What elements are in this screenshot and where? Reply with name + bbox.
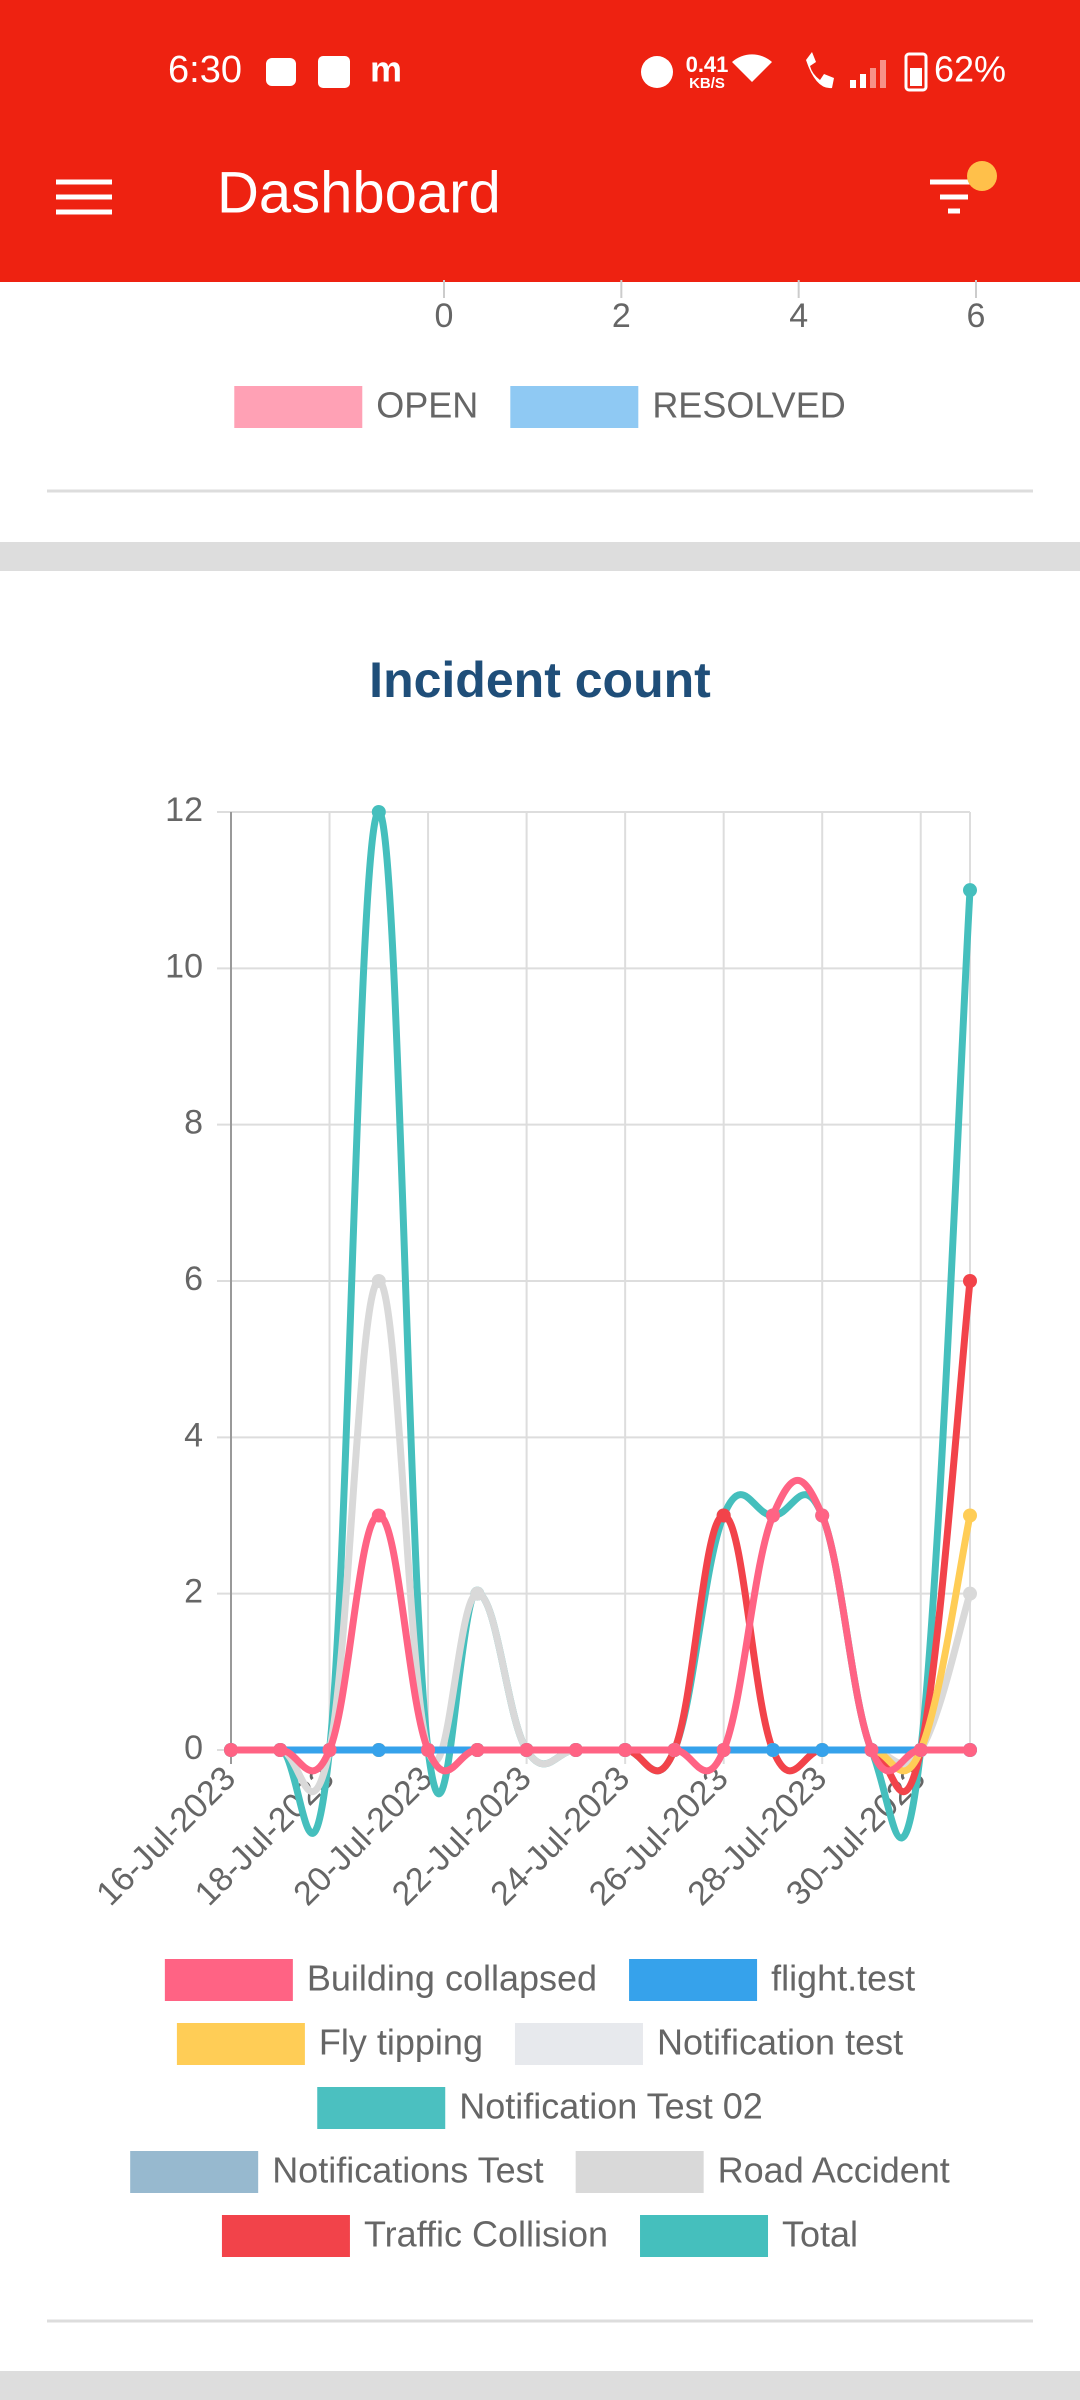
data-point [371,1743,386,1757]
legend-label: Notifications Test [272,2150,543,2191]
section-gap [0,542,1080,571]
y-tick-label: 4 [184,1416,203,1454]
series-line [231,1477,970,1775]
net-speed: 0.41 [686,52,729,77]
data-point [224,1743,238,1757]
legend-item: Fly tipping [176,2022,483,2065]
data-point [470,1743,485,1757]
legend-swatch [514,2023,643,2065]
data-point [963,883,977,898]
data-point [568,1743,583,1757]
legend-swatch [629,1959,758,2001]
chart-title: Incident count [369,652,711,708]
legend-label: OPEN [376,385,478,426]
data-point [716,1743,731,1757]
menu-button[interactable] [56,179,112,215]
legend-label: Building collapsed [307,1958,597,1999]
data-point [618,1743,633,1757]
y-tick-label: 0 [184,1729,203,1767]
data-point [519,1743,534,1757]
legend-label: Notification Test 02 [459,2086,763,2127]
x-tick-label: 2 [612,297,631,335]
x-tick-label: 6 [967,297,986,335]
legend-label: Total [782,2214,858,2255]
legend-item: flight.test [629,1958,915,2001]
data-point [765,1508,780,1523]
legend-item: Total [640,2214,858,2257]
section-gap [0,2371,1080,2400]
legend-item: Notification test [514,2022,903,2065]
svg-text:m: m [370,49,402,90]
data-point [371,805,386,819]
data-point [864,1743,879,1757]
legend-swatch [640,2215,769,2257]
legend-swatch [164,1959,293,2001]
data-point [815,1743,830,1757]
data-point [421,1743,436,1757]
legend-item: Notification Test 02 [317,2086,763,2129]
legend-item: Notifications Test [130,2150,544,2193]
legend-item: OPEN [234,385,478,428]
filter-button[interactable] [930,161,997,214]
data-point [322,1743,337,1757]
y-tick-label: 10 [165,947,203,985]
legend-label: Fly tipping [319,2022,483,2063]
battery-level: 62% [934,49,1006,90]
data-point [963,1274,977,1288]
data-point [371,1508,386,1523]
data-point [963,1743,977,1757]
y-tick-label: 8 [184,1104,203,1142]
x-tick-label: 4 [789,297,808,335]
legend-item: RESOLVED [510,385,846,428]
status-time: 6:30 [168,49,242,91]
data-point [765,1743,780,1757]
y-tick-label: 12 [165,791,203,829]
data-point [667,1743,682,1757]
data-point [716,1508,731,1523]
app-bar-background [0,0,1080,282]
legend-swatch [317,2087,446,2129]
legend-item: Traffic Collision [221,2214,608,2257]
legend-label: Traffic Collision [364,2214,608,2255]
y-tick-label: 2 [184,1573,203,1611]
legend-item: Building collapsed [164,1958,597,2001]
legend-swatch [234,386,363,428]
data-point [913,1743,928,1757]
legend-label: flight.test [771,1958,915,1999]
legend-swatch [176,2023,305,2065]
legend-label: Road Accident [718,2150,950,2191]
data-point [470,1586,485,1601]
app-bar-title: Dashboard [217,160,501,225]
status-icons: m [266,49,928,92]
x-tick-label: 0 [435,297,454,335]
legend-swatch [221,2215,350,2257]
net-unit: KB/S [689,75,725,92]
legend-label: RESOLVED [652,385,845,426]
data-point [815,1508,830,1523]
data-point [371,1274,386,1288]
data-point [963,1508,977,1523]
legend-item: Road Accident [575,2150,950,2193]
data-point [963,1586,977,1601]
legend-swatch [510,386,639,428]
legend-swatch [130,2151,259,2193]
legend-swatch [575,2151,704,2193]
legend-label: Notification test [657,2022,903,2063]
y-tick-label: 6 [184,1260,203,1298]
data-point [273,1743,288,1757]
